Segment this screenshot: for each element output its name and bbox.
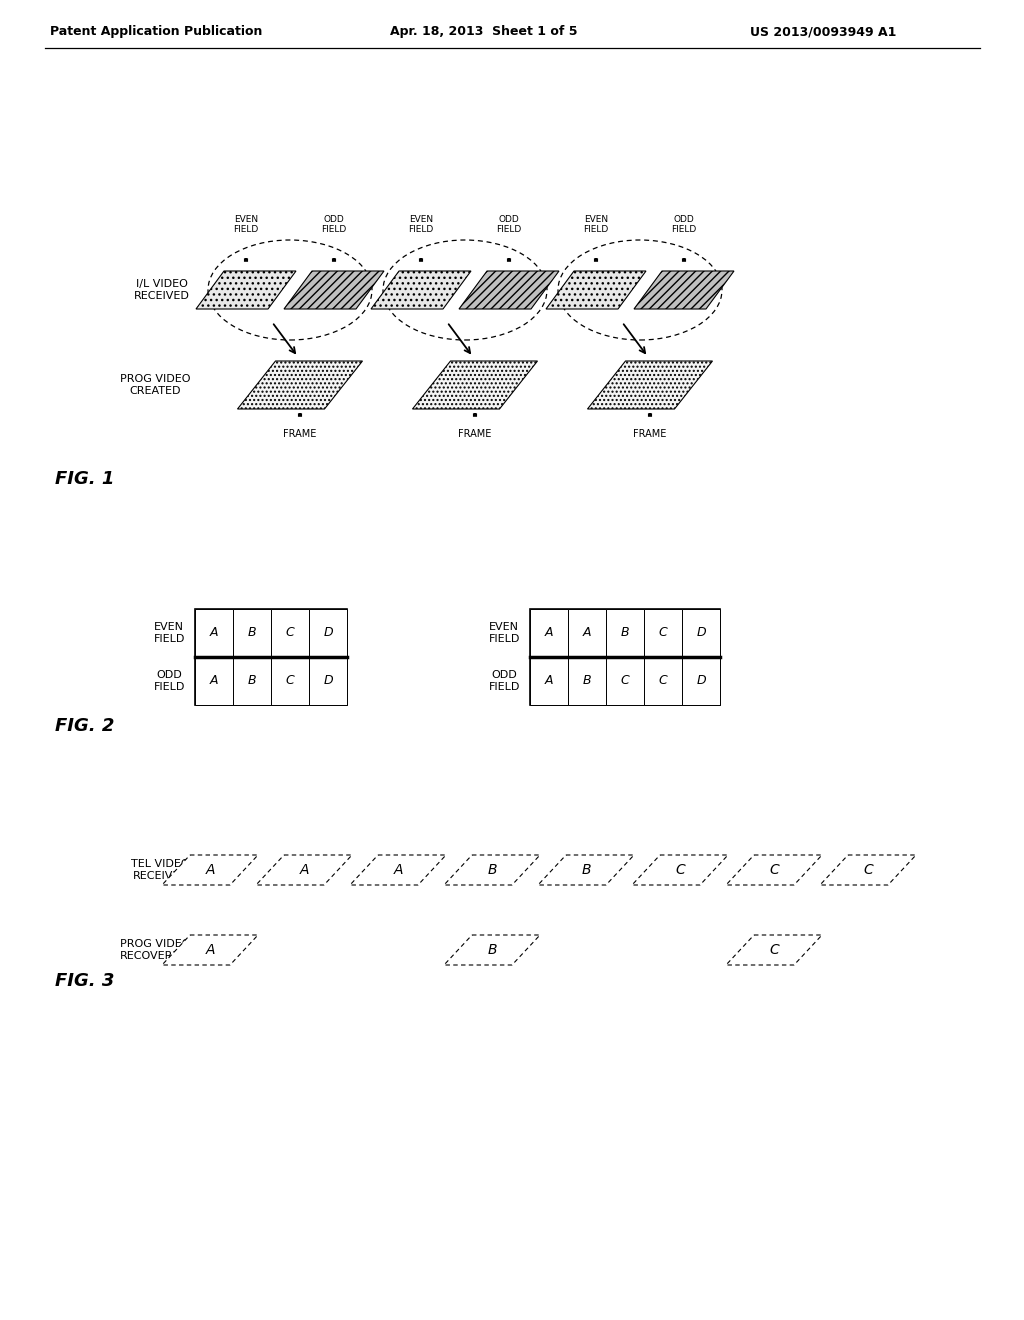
Text: EVEN
FIELD: EVEN FIELD [154, 622, 185, 644]
Polygon shape [162, 935, 258, 965]
Text: B: B [621, 627, 630, 639]
Text: FIG. 3: FIG. 3 [55, 972, 115, 990]
Text: B: B [583, 675, 591, 688]
Text: EVEN
FIELD: EVEN FIELD [233, 215, 259, 234]
Text: A: A [210, 627, 218, 639]
Polygon shape [256, 855, 352, 884]
Bar [530, 609, 720, 705]
Text: C: C [769, 863, 779, 876]
Bar [644, 609, 682, 657]
Text: ODD
FIELD: ODD FIELD [497, 215, 521, 234]
Bar [530, 657, 568, 705]
Text: C: C [863, 863, 872, 876]
Text: FIG. 2: FIG. 2 [55, 717, 115, 735]
Polygon shape [350, 855, 446, 884]
Text: ODD
FIELD: ODD FIELD [322, 215, 347, 234]
Polygon shape [444, 855, 540, 884]
Bar [606, 657, 644, 705]
Text: D: D [696, 675, 706, 688]
Text: US 2013/0093949 A1: US 2013/0093949 A1 [750, 25, 896, 38]
Bar [195, 609, 347, 705]
Polygon shape [196, 271, 296, 309]
Text: A: A [583, 627, 591, 639]
Bar [309, 609, 347, 657]
Text: EVEN
FIELD: EVEN FIELD [584, 215, 608, 234]
Text: EVEN
FIELD: EVEN FIELD [409, 215, 433, 234]
Bar [309, 657, 347, 705]
Bar [195, 657, 233, 705]
Text: C: C [658, 627, 668, 639]
Bar [682, 609, 720, 657]
Text: A: A [205, 942, 215, 957]
Text: B: B [248, 627, 256, 639]
Bar [644, 657, 682, 705]
Text: EVEN
FIELD: EVEN FIELD [488, 622, 520, 644]
Text: ODD
FIELD: ODD FIELD [488, 671, 520, 692]
Polygon shape [538, 855, 634, 884]
Text: FIG. 1: FIG. 1 [55, 470, 115, 488]
Text: FRAME: FRAME [459, 429, 492, 440]
Text: A: A [205, 863, 215, 876]
Bar [233, 657, 271, 705]
Text: B: B [248, 675, 256, 688]
Polygon shape [588, 360, 713, 409]
Bar [195, 609, 233, 657]
Text: PROG VIDEO
RECOVERED: PROG VIDEO RECOVERED [120, 940, 190, 961]
Text: C: C [675, 863, 685, 876]
Text: D: D [324, 627, 333, 639]
Text: C: C [286, 675, 294, 688]
Polygon shape [371, 271, 471, 309]
Bar [233, 609, 271, 657]
Text: B: B [487, 942, 497, 957]
Polygon shape [726, 935, 822, 965]
Bar [568, 657, 606, 705]
Polygon shape [444, 935, 540, 965]
Polygon shape [238, 360, 362, 409]
Text: Apr. 18, 2013  Sheet 1 of 5: Apr. 18, 2013 Sheet 1 of 5 [390, 25, 578, 38]
Polygon shape [546, 271, 646, 309]
Text: D: D [324, 675, 333, 688]
Text: ODD
FIELD: ODD FIELD [154, 671, 185, 692]
Polygon shape [459, 271, 559, 309]
Polygon shape [726, 855, 822, 884]
Text: PROG VIDEO
CREATED: PROG VIDEO CREATED [120, 374, 190, 396]
Polygon shape [413, 360, 538, 409]
Bar [271, 657, 309, 705]
Text: C: C [769, 942, 779, 957]
Text: C: C [658, 675, 668, 688]
Text: FRAME: FRAME [284, 429, 316, 440]
Text: C: C [621, 675, 630, 688]
Text: B: B [582, 863, 591, 876]
Text: ODD
FIELD: ODD FIELD [672, 215, 696, 234]
Text: I/L VIDEO
RECEIVED: I/L VIDEO RECEIVED [134, 280, 190, 301]
Bar [530, 609, 568, 657]
Bar [682, 657, 720, 705]
Bar [606, 609, 644, 657]
Polygon shape [632, 855, 728, 884]
Bar [271, 609, 309, 657]
Text: B: B [487, 863, 497, 876]
Polygon shape [820, 855, 916, 884]
Text: A: A [545, 627, 553, 639]
Text: A: A [545, 675, 553, 688]
Text: D: D [696, 627, 706, 639]
Text: C: C [286, 627, 294, 639]
Text: A: A [210, 675, 218, 688]
Polygon shape [162, 855, 258, 884]
Text: Patent Application Publication: Patent Application Publication [50, 25, 262, 38]
Text: TEL VIDEO
RECEIVED: TEL VIDEO RECEIVED [131, 859, 190, 880]
Bar [568, 609, 606, 657]
Text: FRAME: FRAME [633, 429, 667, 440]
Text: A: A [393, 863, 402, 876]
Text: A: A [299, 863, 309, 876]
Polygon shape [634, 271, 734, 309]
Polygon shape [284, 271, 384, 309]
